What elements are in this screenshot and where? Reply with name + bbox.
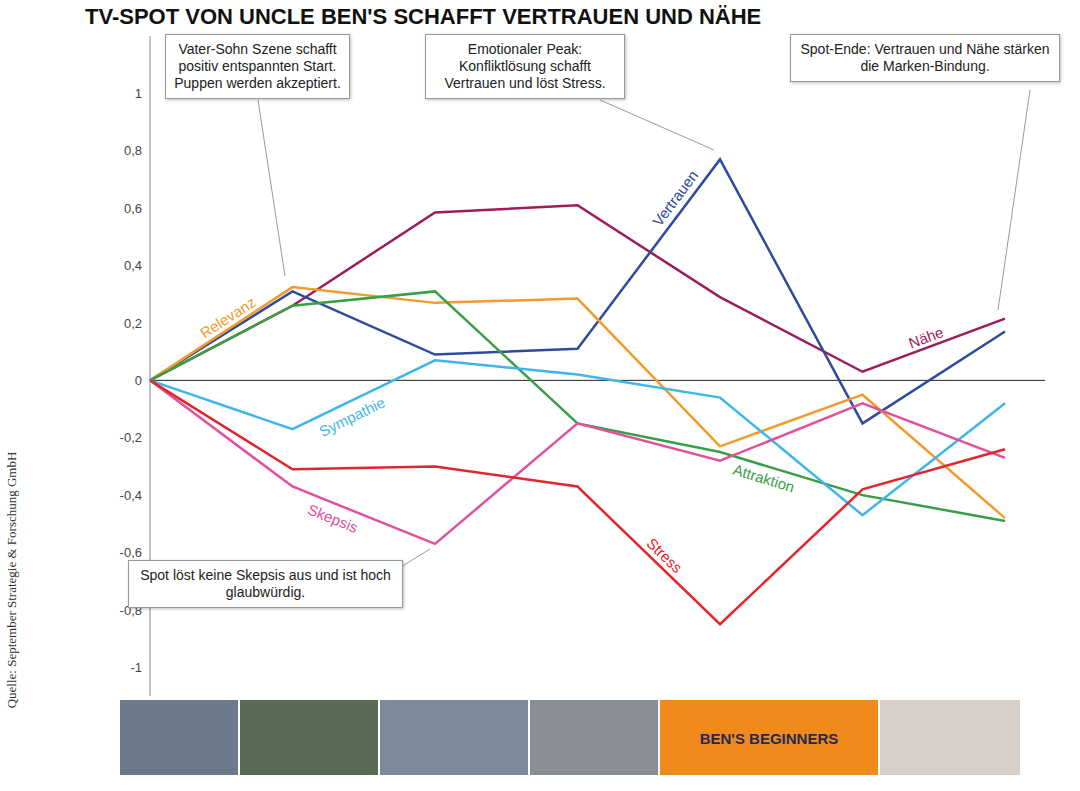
- html-text:TV-SPOT VON UNCLE BEN'S SCHAFF: TV-SPOT VON UNCLE BEN'S SCHAFFT VERTRAUE…: [85, 4, 762, 29]
- svg-text:0,6: 0,6: [124, 201, 142, 216]
- svg-text:Skepsis: Skepsis: [305, 501, 360, 536]
- svg-text:-0,8: -0,8: [119, 602, 142, 618]
- svg-text:Vertrauen: Vertrauen: [649, 167, 702, 229]
- svg-text:Nähe: Nähe: [906, 323, 946, 351]
- svg-text:-0,6: -0,6: [120, 545, 142, 560]
- svg-text:-0,2: -0,2: [120, 430, 142, 445]
- html-text:Spot löst keine Skepsis aus un: Spot löst keine Skepsis aus und ist hoch…: [140, 567, 391, 600]
- svg-text:0: 0: [135, 373, 142, 388]
- svg-text:-0,4: -0,4: [120, 488, 142, 503]
- svg-text:Sympathie: Sympathie: [316, 393, 387, 439]
- svg-text:1: 1: [135, 86, 142, 101]
- svg-text:0,8: 0,8: [124, 143, 142, 158]
- svg-text:BEN'S BEGINNERS: BEN'S BEGINNERS: [700, 730, 839, 747]
- html-text:Vater-Sohn Szene schafft posit: Vater-Sohn Szene schafft positiv entspan…: [174, 41, 341, 91]
- svg-text:Stress: Stress: [643, 534, 685, 576]
- svg-text:0,2: 0,2: [124, 316, 142, 331]
- svg-text:0,4: 0,4: [124, 258, 142, 273]
- svg-text:-1: -1: [130, 660, 142, 675]
- html-text:Spot-Ende: Vertrauen und Nähe: Spot-Ende: Vertrauen und Nähe stärken di…: [800, 41, 1050, 74]
- svg-text:Quelle: September Strategie &: Quelle: September Strategie & Forschung …: [4, 452, 19, 709]
- html-text:Emotionaler Peak: Konfliktlösu: Emotionaler Peak: Konfliktlösung schafft…: [444, 41, 606, 91]
- svg-text:Attraktion: Attraktion: [731, 461, 797, 496]
- svg-text:Relevanz: Relevanz: [197, 293, 259, 341]
